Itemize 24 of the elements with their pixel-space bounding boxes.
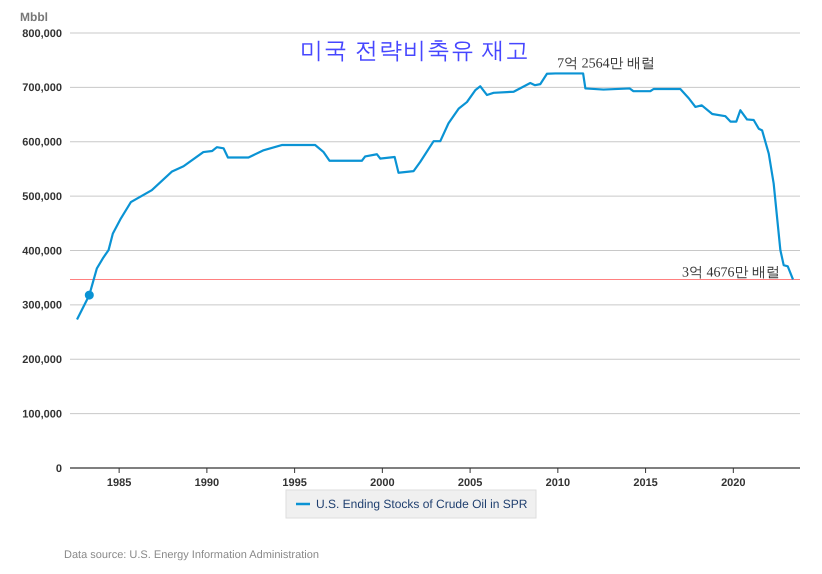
y-tick-label: 600,000: [22, 136, 62, 149]
x-tick-label: 2010: [546, 477, 570, 489]
y-tick-label: 400,000: [22, 245, 62, 258]
y-axis-title: Mbbl: [20, 10, 48, 24]
y-tick-label: 300,000: [22, 300, 62, 312]
ref-line-label: 3억 4676만 배럴: [682, 265, 780, 280]
y-tick-label: 800,000: [22, 28, 62, 40]
y-tick-label: 200,000: [22, 354, 62, 366]
y-tick-label: 100,000: [22, 408, 62, 420]
x-tick-label: 2020: [721, 477, 746, 489]
x-tick-label: 1985: [106, 477, 132, 489]
y-tick-label: 500,000: [22, 190, 62, 203]
legend-label: U.S. Ending Stocks of Crude Oil in SPR: [316, 497, 528, 511]
annotation: 7억 2564만 배럴: [557, 56, 656, 72]
x-tick-label: 1990: [194, 477, 220, 489]
source-note: Data source: U.S. Energy Information Administration: [64, 549, 319, 561]
chart-title: 미국 전략비축유 재고: [300, 38, 530, 63]
x-tick-label: 2005: [458, 477, 482, 489]
x-tick-label: 2015: [633, 477, 658, 489]
y-tick-label: 700,000: [22, 82, 62, 94]
x-tick-label: 2000: [370, 477, 395, 489]
line-series: [76, 72, 794, 321]
y-tick-label: 0: [56, 462, 62, 475]
x-tick-label: 1995: [282, 477, 307, 489]
